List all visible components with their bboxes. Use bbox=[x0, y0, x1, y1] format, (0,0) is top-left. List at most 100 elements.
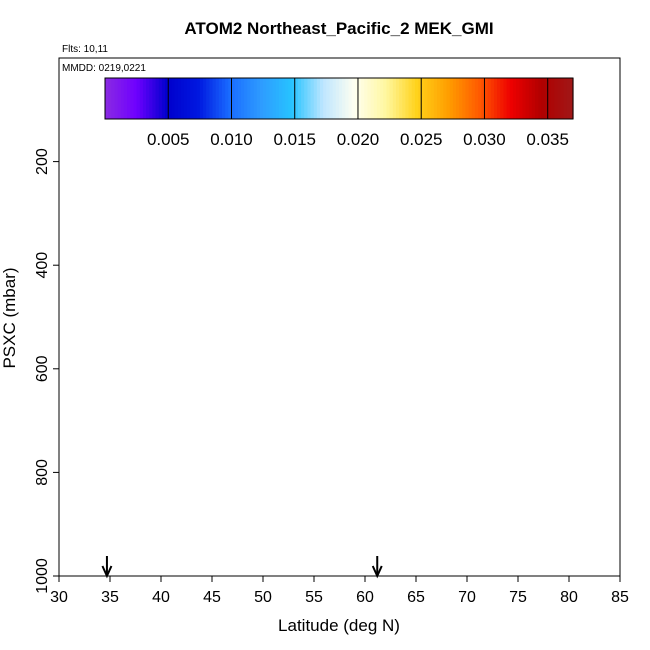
sample-point bbox=[318, 555, 323, 560]
sample-point bbox=[163, 341, 168, 346]
colorbar-segment bbox=[297, 78, 302, 119]
colorbar-segment bbox=[500, 78, 505, 119]
sample-point bbox=[315, 461, 320, 466]
sample-point bbox=[487, 463, 492, 468]
chart-title: ATOM2 Northeast_Pacific_2 MEK_GMI bbox=[184, 19, 493, 38]
sample-point bbox=[358, 564, 363, 569]
colorbar-segment bbox=[544, 78, 549, 119]
sample-point bbox=[267, 559, 272, 564]
sample-point bbox=[546, 236, 551, 241]
colorbar-segment bbox=[427, 78, 432, 119]
colorbar-tick-label: 0.030 bbox=[463, 130, 506, 149]
colorbar-segment bbox=[418, 78, 422, 119]
colorbar-segment bbox=[342, 78, 346, 119]
colorbar-segment bbox=[193, 78, 198, 119]
sample-point bbox=[329, 285, 334, 290]
sample-point bbox=[410, 222, 415, 227]
sample-point bbox=[324, 256, 329, 261]
colorbar-segment bbox=[357, 78, 362, 119]
sample-point bbox=[411, 363, 416, 368]
colorbar-segment bbox=[478, 78, 482, 119]
y-tick-label: 400 bbox=[34, 252, 51, 279]
sample-point bbox=[476, 328, 481, 333]
sample-point bbox=[163, 527, 168, 532]
sample-point bbox=[399, 499, 404, 504]
sample-point bbox=[129, 328, 134, 333]
sample-point bbox=[515, 547, 520, 552]
sample-point bbox=[269, 302, 274, 307]
colorbar-segment bbox=[231, 78, 236, 119]
colorbar-segment bbox=[114, 78, 119, 119]
x-axis-label: Latitude (deg N) bbox=[278, 616, 400, 635]
colorbar-segment bbox=[437, 78, 441, 119]
sample-point bbox=[252, 168, 257, 173]
colorbar-segment bbox=[225, 78, 229, 119]
colorbar-segment bbox=[253, 78, 258, 119]
arrow-markers bbox=[101, 556, 383, 579]
colorbar-segment bbox=[168, 78, 172, 119]
colorbar-segment bbox=[497, 78, 501, 119]
colorbar-segment bbox=[528, 78, 533, 119]
colorbar-segment bbox=[285, 78, 289, 119]
colorbar-segment bbox=[187, 78, 191, 119]
sample-point bbox=[363, 391, 368, 396]
colorbar-segment bbox=[522, 78, 527, 119]
sample-point bbox=[108, 358, 113, 363]
sample-point bbox=[309, 362, 314, 367]
colorbar-segment bbox=[136, 78, 141, 119]
sample-point bbox=[318, 161, 323, 166]
sample-point bbox=[377, 430, 382, 435]
sample-point bbox=[409, 190, 414, 195]
sample-point bbox=[546, 292, 551, 297]
sample-point bbox=[521, 202, 526, 207]
sample-point bbox=[354, 273, 359, 278]
x-tick-label: 80 bbox=[560, 589, 578, 606]
colorbar-segment bbox=[402, 78, 406, 119]
plot-frame bbox=[58, 57, 621, 577]
sample-point bbox=[416, 224, 421, 229]
sample-point bbox=[369, 247, 374, 252]
sample-points bbox=[108, 159, 559, 571]
colorbar-segment bbox=[506, 78, 511, 119]
colorbar-segment bbox=[405, 78, 410, 119]
colorbar-segment bbox=[430, 78, 435, 119]
sample-point bbox=[160, 259, 165, 264]
y-tick-label: 200 bbox=[34, 148, 51, 175]
colorbar-segment bbox=[433, 78, 438, 119]
sample-point bbox=[121, 405, 126, 410]
sample-point bbox=[317, 516, 322, 521]
sample-point bbox=[193, 283, 198, 288]
colorbar-segment bbox=[446, 78, 451, 119]
colorbar-segment bbox=[244, 78, 248, 119]
colorbar-segment bbox=[316, 78, 321, 119]
sample-point bbox=[453, 537, 458, 542]
x-tick-label: 50 bbox=[254, 589, 272, 606]
sample-point bbox=[501, 555, 506, 560]
colorbar-segment bbox=[452, 78, 457, 119]
sample-point bbox=[168, 449, 173, 454]
colorbar-segment bbox=[215, 78, 220, 119]
colorbar-segment bbox=[538, 78, 542, 119]
colorbar-segment bbox=[335, 78, 340, 119]
sample-point bbox=[354, 499, 359, 504]
sample-point bbox=[148, 284, 153, 289]
sample-point bbox=[131, 303, 136, 308]
sample-point bbox=[184, 160, 189, 165]
sample-point bbox=[265, 330, 270, 335]
sample-point bbox=[418, 228, 423, 233]
colorbar-segment bbox=[354, 78, 359, 119]
colorbar-segment bbox=[560, 78, 565, 119]
sample-point bbox=[530, 412, 535, 417]
sample-point bbox=[514, 329, 519, 334]
sample-point bbox=[515, 300, 520, 305]
colorbar-segment bbox=[184, 78, 188, 119]
x-tick-label: 75 bbox=[509, 589, 527, 606]
colorbar-segment bbox=[490, 78, 495, 119]
colorbar-segment bbox=[130, 78, 135, 119]
colorbar-segment bbox=[108, 78, 112, 119]
x-tick-label: 40 bbox=[152, 589, 170, 606]
colorbar-segment bbox=[161, 78, 166, 119]
colorbar-segment bbox=[519, 78, 523, 119]
sample-point bbox=[230, 306, 235, 311]
